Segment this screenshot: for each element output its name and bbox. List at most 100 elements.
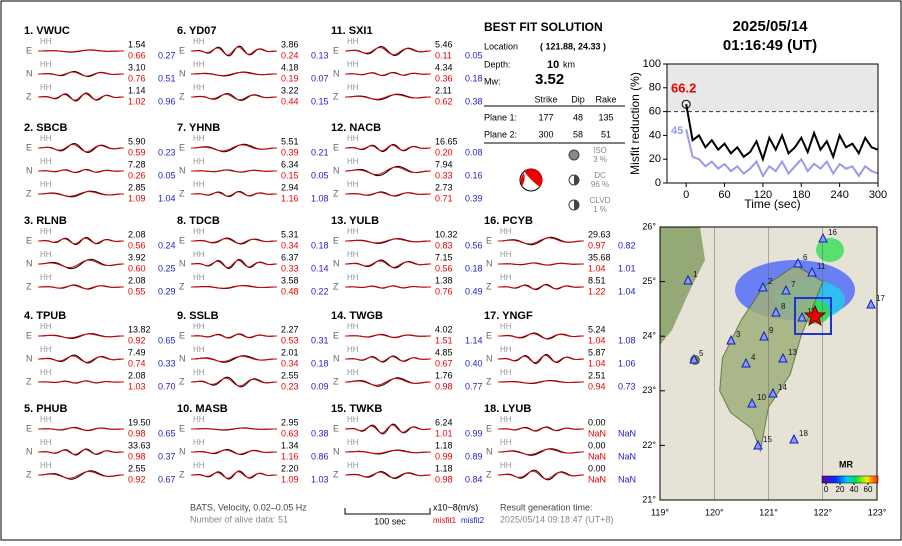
channel-label: HH	[347, 134, 359, 143]
station-title: 7. YHNB	[177, 122, 220, 134]
component-label: E	[26, 423, 32, 433]
component-label: Z	[486, 281, 492, 291]
map-x-label: 119°	[651, 507, 669, 517]
misfit1: 0.66	[128, 50, 146, 60]
station-title: 13. YULB	[331, 215, 379, 227]
scale-bar	[344, 508, 431, 515]
component-label: E	[179, 45, 185, 55]
channel-label: HH	[500, 415, 512, 424]
misfit2: 0.38	[465, 96, 483, 106]
misfit1: 1.16	[281, 451, 299, 461]
misfit1: 0.34	[281, 358, 299, 368]
component-label: Z	[179, 188, 185, 198]
beachball-compression	[520, 173, 525, 186]
y-axis-label: Misfit reduction (%)	[628, 72, 642, 175]
misfit1: 0.44	[281, 96, 299, 106]
time: 01:16:49 (UT)	[723, 37, 817, 54]
misfit2: 0.29	[158, 286, 176, 296]
station-marker	[689, 353, 699, 364]
station-title: 4. TPUB	[24, 310, 66, 322]
amplitude: 6.37	[281, 252, 299, 262]
misfit2: 0.49	[465, 286, 483, 296]
amplitude: 2.95	[281, 417, 299, 427]
synthetic-trace	[497, 354, 584, 364]
synthetic-trace	[345, 166, 431, 175]
synthetic-trace	[191, 71, 277, 76]
component-icon-fill	[574, 175, 579, 185]
location-label: Location	[484, 41, 518, 51]
amplitude: 3.92	[128, 252, 146, 262]
amplitude: 4.85	[435, 347, 453, 357]
misfit2: 0.18	[311, 358, 329, 368]
component-label: E	[26, 235, 32, 245]
map-y-label: 23°	[642, 385, 656, 395]
synthetic-trace	[345, 285, 431, 289]
component-label: N	[486, 258, 493, 268]
component-label: Z	[333, 188, 339, 198]
plane-value: 177	[538, 112, 553, 122]
synthetic-trace	[38, 49, 124, 53]
channel-label: HH	[500, 345, 512, 354]
scale-label: 100 sec	[374, 516, 406, 526]
x-tick-label: 0	[683, 189, 689, 201]
colorbar	[821, 475, 879, 484]
station-number: 6	[803, 253, 808, 262]
misfit2: 0.89	[465, 451, 483, 461]
misfit2: NaN	[618, 428, 636, 438]
misfit2: 0.08	[465, 147, 483, 157]
misfit2: 0.05	[158, 170, 176, 180]
channel-label: HH	[40, 250, 52, 259]
synthetic-trace	[345, 72, 431, 76]
synthetic-trace	[191, 449, 277, 455]
synthetic-trace	[345, 238, 431, 244]
x-tick-label: 120	[754, 189, 772, 201]
synthetic-trace	[191, 355, 277, 362]
synthetic-trace	[190, 377, 277, 387]
misfit2: NaN	[618, 451, 636, 461]
synthetic-trace	[345, 260, 431, 268]
colorbar-label: 40	[850, 485, 859, 494]
station-marker	[807, 266, 817, 277]
amplitude: 6.24	[435, 417, 453, 427]
misfit1: 0.36	[435, 73, 453, 83]
misfit2: 0.22	[311, 286, 329, 296]
station-marker	[741, 357, 751, 368]
synthetic-trace	[498, 426, 584, 432]
misfit2: 0.24	[158, 240, 176, 250]
component-label: Z	[333, 469, 339, 479]
component-pct: 1 %	[593, 205, 607, 214]
misfit1: 0.63	[281, 428, 299, 438]
y-tick-label: 80	[649, 82, 661, 94]
amplitude: 7.49	[128, 347, 146, 357]
misfit1: 0.83	[435, 240, 453, 250]
station-title: 14. TWGB	[331, 310, 383, 322]
filter: BATS, Velocity, 0.02–0.05 Hz	[190, 502, 307, 512]
station-title: 9. SSLB	[177, 310, 219, 322]
map-y-label: 25°	[642, 276, 656, 286]
amplitude: 1.18	[435, 440, 453, 450]
map-y-label: 21°	[642, 494, 656, 504]
channel-label: HH	[347, 83, 359, 92]
station-title: 5. PHUB	[24, 403, 67, 415]
misfit1: 0.48	[281, 286, 299, 296]
map-x-label: 120°	[705, 507, 724, 517]
component-icon-fill	[574, 200, 579, 210]
synthetic-trace	[498, 333, 584, 340]
misfit1: 0.92	[128, 335, 146, 345]
misfit2: 0.56	[465, 240, 483, 250]
misfit2: 0.21	[311, 147, 329, 157]
station-marker	[797, 311, 807, 322]
units: x10−8(m/s)	[433, 502, 478, 512]
component-label: E	[179, 142, 185, 152]
plot-shade	[667, 64, 878, 112]
misfit1: NaN	[588, 428, 606, 438]
depth-unit: km	[563, 59, 575, 69]
channel-label: HH	[347, 227, 359, 236]
x-tick-label: 180	[792, 189, 810, 201]
station-marker	[768, 387, 778, 398]
channel-label: HH	[40, 438, 52, 447]
misfit2: 0.70	[158, 381, 176, 391]
component-label: N	[333, 353, 340, 363]
synthetic-trace	[345, 449, 431, 454]
synthetic-trace	[498, 262, 584, 266]
